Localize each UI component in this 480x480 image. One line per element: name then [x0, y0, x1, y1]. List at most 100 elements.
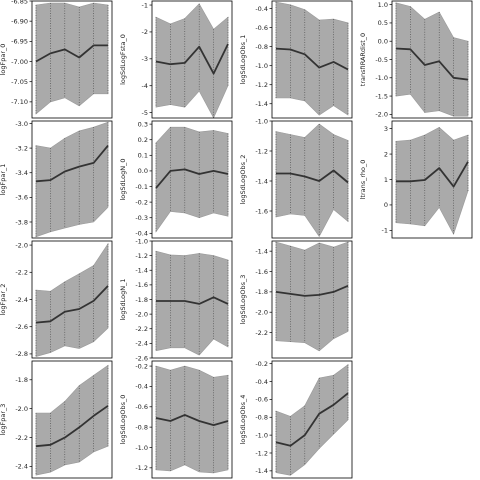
y-tick-label: -1.0	[135, 444, 148, 452]
axes-frame	[271, 0, 353, 119]
y-axis-label: logSdLogObs_1	[239, 35, 247, 85]
y-tick-label: -1.6	[255, 268, 268, 276]
y-tick-label: -1.0	[255, 62, 268, 70]
subplot-transfIRARdist_0: 1.0 0.5 0.0 -0.5 -1.0 -1.5 -2.0 transfIRARdist_…	[359, 0, 473, 119]
y-tick-label: -1.2	[135, 464, 148, 472]
uncertainty-band	[275, 241, 349, 352]
y-tick-label: -0.6	[255, 396, 268, 404]
uncertainty-band	[155, 3, 229, 119]
y-tick-label: -0.1	[135, 183, 148, 191]
mean-line	[155, 168, 229, 189]
y-tick-label: -3.4	[15, 169, 28, 177]
y-tick-label: -1.0	[255, 117, 268, 125]
y-tick-label: -3.6	[15, 194, 28, 202]
y-tick-label: -4	[142, 82, 148, 90]
uncertainty-band	[155, 126, 229, 233]
y-tick-label: 1	[384, 176, 388, 184]
y-tick-label: -1.0	[255, 431, 268, 439]
y-tick-label: -3	[142, 55, 148, 63]
y-tick-label: -0.2	[135, 198, 148, 206]
y-tick-label: -1.2	[135, 252, 148, 260]
subplot-logFpar_2: -2.0 -2.2 -2.4 -2.6 -2.8 logFpar_2	[0, 240, 113, 359]
mean-line	[275, 47, 349, 71]
y-axis-label: logSdLogN_1	[119, 278, 127, 320]
mean-line	[155, 43, 229, 75]
y-tick-label: -3.0	[15, 120, 28, 128]
y-axis-label: logSdLogObs_0	[119, 395, 127, 445]
y-tick-label: 0.5	[378, 19, 388, 27]
y-tick-label: -1.4	[255, 467, 268, 475]
y-tick-label: -0.8	[135, 423, 148, 431]
y-tick-label: -3.2	[15, 144, 28, 152]
y-tick-label: -1.6	[135, 281, 148, 289]
axes-frame	[151, 0, 233, 119]
y-tick-label: -6.90	[11, 17, 28, 25]
mean-line	[395, 47, 469, 81]
mean-line	[276, 169, 349, 184]
subplot-logSdLogObs_2: -1.0 -1.2 -1.4 -1.6 logSdLogObs_2	[239, 117, 353, 239]
y-tick-label: -2.0	[15, 241, 28, 249]
y-tick-label: -1.4	[135, 267, 148, 275]
y-tick-label: -0.4	[135, 383, 148, 391]
uncertainty-band	[35, 2, 109, 115]
mean-line	[155, 413, 229, 427]
mean-line	[275, 392, 349, 447]
uncertainty-band	[275, 1, 349, 116]
y-tick-label: -2.4	[15, 296, 28, 304]
y-tick-label: 1.0	[378, 1, 388, 9]
y-tick-label: -0.4	[135, 230, 148, 238]
y-tick-label: -7.05	[11, 78, 28, 86]
y-tick-label: -1.2	[255, 449, 268, 457]
y-tick-label: -2.0	[375, 111, 388, 119]
y-tick-label: -2	[142, 28, 148, 36]
y-axis-label: logSdLogObs_2	[239, 155, 247, 205]
y-axis-label: logFpar_3	[0, 404, 7, 436]
y-tick-label: -0.4	[255, 378, 268, 386]
axes-frame	[271, 240, 353, 359]
axes-frame	[151, 360, 233, 479]
y-tick-label: -3.8	[15, 218, 28, 226]
y-axis-label: ltrans_rho_0	[359, 160, 367, 200]
y-axis-label: logFpar_0	[0, 44, 7, 76]
y-axis-label: logFpar_2	[0, 284, 7, 316]
uncertainty-band	[35, 121, 109, 238]
mean-line	[35, 145, 109, 183]
y-tick-label: -0.6	[255, 24, 268, 32]
subplot-logSdLogN_0: 0.3 0.2 0.1 0.0 -0.1 -0.2 -0.3 -0.4 logSdLogN_0	[119, 120, 233, 239]
subplot-logSdLogObs_4: -0.2 -0.4 -0.6 -0.8 -1.0 -1.2 -1.4 logSdLogObs_…	[239, 360, 353, 479]
mean-line	[35, 44, 108, 63]
subplot-logFpar_1: -3.0 -3.2 -3.4 -3.6 -3.8 logFpar_1	[0, 120, 113, 239]
y-tick-label: 0.3	[138, 120, 148, 128]
y-tick-label: -0.3	[135, 214, 148, 222]
mean-line	[396, 161, 469, 188]
y-axis-label: transfIRARdist_0	[359, 33, 367, 86]
uncertainty-band	[35, 242, 109, 357]
y-tick-label: 0.0	[378, 38, 388, 46]
axes-frame	[271, 120, 353, 239]
axes-frame	[151, 120, 233, 239]
uncertainty-band	[275, 364, 349, 476]
y-tick-label: -1.2	[255, 81, 268, 89]
y-tick-label: -1.0	[375, 74, 388, 82]
y-tick-label: -7.00	[11, 58, 28, 66]
uncertainty-band	[35, 364, 109, 476]
y-tick-label: -2.2	[15, 269, 28, 277]
subplot-logSdLogObs_1: -0.4 -0.6 -0.8 -1.0 -1.2 -1.4 logSdLogObs_1	[239, 0, 353, 119]
y-tick-label: -6.95	[11, 38, 28, 46]
axes-frame	[271, 360, 353, 479]
y-axis-label: logSdLogObs_3	[239, 275, 247, 325]
uncertainty-band	[275, 123, 349, 238]
y-tick-label: 0.1	[138, 152, 148, 160]
y-tick-label: -1	[382, 227, 388, 235]
y-tick-label: -0.5	[375, 56, 388, 64]
y-tick-label: -7.10	[11, 98, 28, 106]
y-tick-label: 0.0	[138, 167, 148, 175]
mean-line	[35, 405, 109, 448]
subplot-logSdLogObs_0: -0.2 -0.4 -0.6 -0.8 -1.0 -1.2 logSdLogObs_0	[119, 360, 233, 479]
y-tick-label: 0.2	[138, 136, 148, 144]
y-tick-label: -2.0	[135, 310, 148, 318]
y-tick-label: -0.6	[135, 403, 148, 411]
y-tick-label: -0.2	[135, 362, 148, 370]
subplot-logSdLogN_1: -1.0 -1.2 -1.4 -1.6 -1.8 -2.0 -2.2 -2.4 -2.6 logS…	[119, 237, 233, 362]
y-tick-label: -1.8	[15, 376, 28, 384]
